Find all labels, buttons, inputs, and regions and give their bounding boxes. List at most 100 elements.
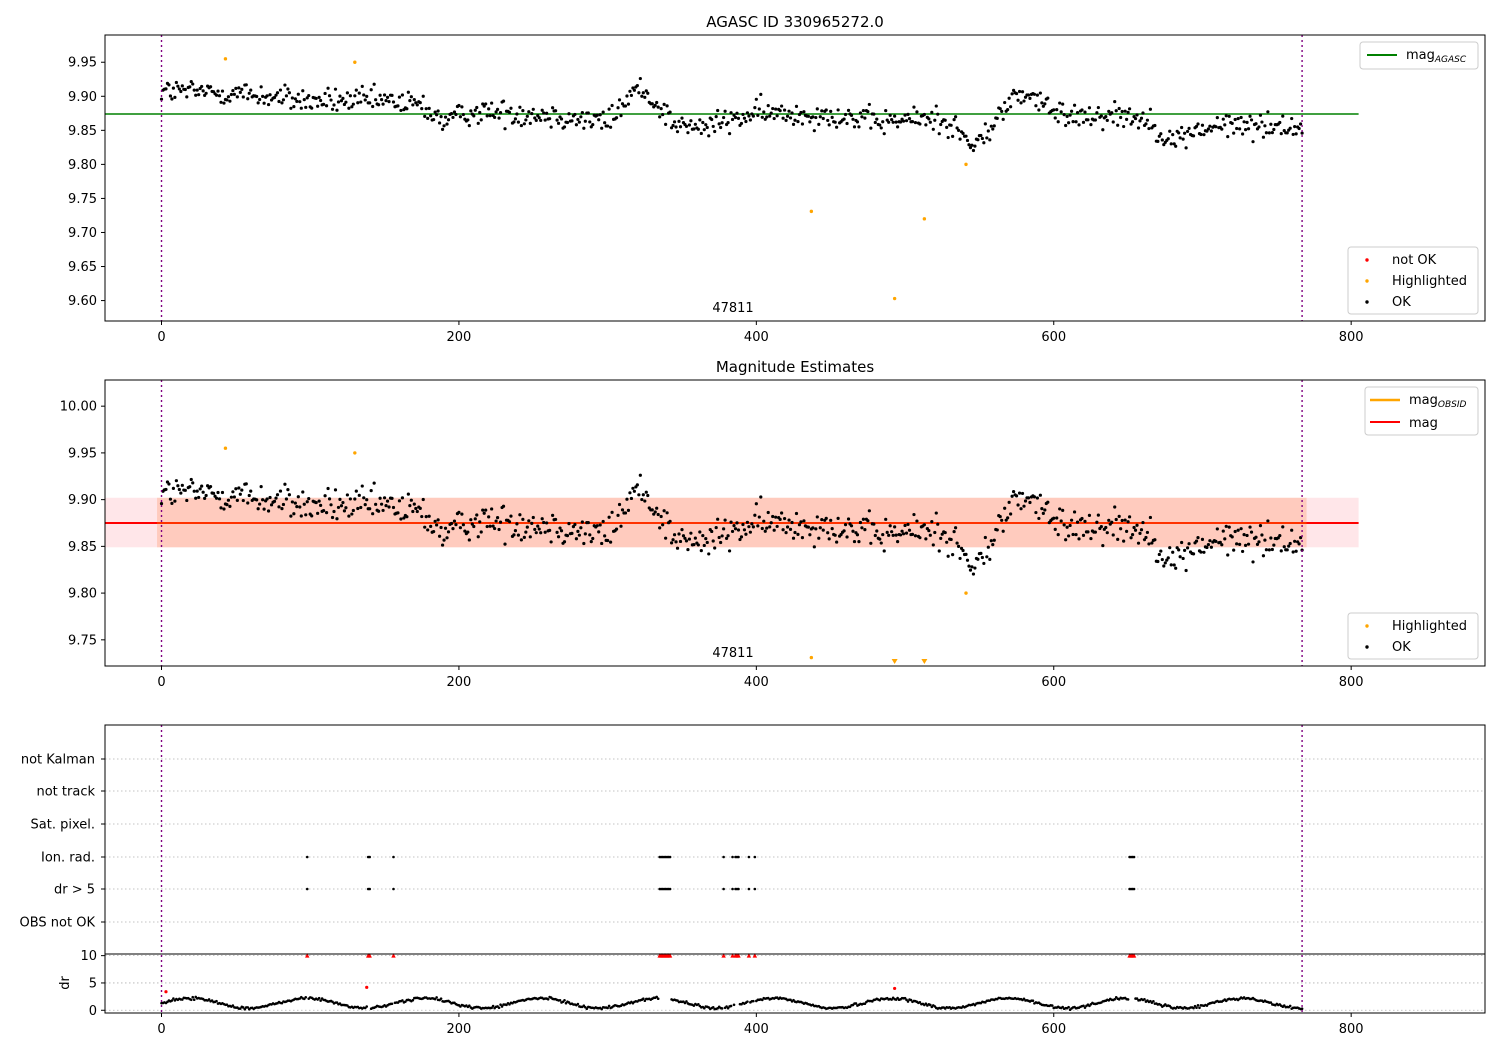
- ok-point: [467, 538, 471, 542]
- panel2-line-legend: magOBSID mag: [1364, 386, 1479, 436]
- ok-point: [283, 482, 287, 486]
- dr-point: [697, 1002, 700, 1006]
- ok-point: [436, 109, 440, 113]
- ok-point: [304, 105, 308, 109]
- highlighted-point: [223, 446, 228, 450]
- ok-point: [1038, 91, 1042, 95]
- ok-point: [1199, 550, 1203, 554]
- ok-point: [1022, 99, 1026, 103]
- dr-point: [1195, 1006, 1198, 1010]
- dr-point: [1300, 1007, 1304, 1010]
- ok-point: [818, 526, 822, 530]
- ok-point: [490, 101, 494, 105]
- ok-point: [342, 102, 347, 107]
- ok-point: [412, 97, 416, 102]
- ok-point: [1220, 543, 1224, 547]
- ok-point: [961, 131, 965, 135]
- ok-point: [1221, 529, 1225, 533]
- ok-point: [894, 120, 898, 124]
- ok-point: [540, 108, 544, 112]
- ok-point: [591, 123, 595, 127]
- ok-point: [1034, 510, 1038, 515]
- ok-point: [1235, 126, 1239, 131]
- ok-point: [258, 97, 262, 102]
- ok-point: [903, 523, 907, 528]
- ok-point: [1177, 548, 1181, 552]
- ok-point: [788, 116, 793, 120]
- ok-point: [1083, 519, 1087, 523]
- ok-point: [1293, 125, 1297, 129]
- ok-point: [863, 528, 867, 532]
- ok-point: [727, 549, 732, 553]
- ok-point: [164, 487, 168, 492]
- panel1-line-legend: magAGASC: [1359, 41, 1479, 70]
- ok-point: [454, 112, 458, 117]
- ok-point: [873, 120, 877, 125]
- ok-point: [751, 114, 755, 118]
- ok-point: [1230, 535, 1234, 539]
- ok-point: [359, 505, 363, 510]
- ok-point: [384, 99, 388, 103]
- dr-not-ok-point: [893, 986, 897, 991]
- ok-point: [1214, 125, 1218, 129]
- ok-point: [1111, 533, 1115, 537]
- ok-point: [1117, 106, 1121, 111]
- ok-point: [600, 126, 604, 130]
- flag-point: [368, 855, 371, 859]
- dr-point: [207, 998, 211, 1001]
- ok-point: [195, 88, 199, 92]
- ok-point: [332, 103, 336, 107]
- ok-point: [898, 120, 903, 124]
- ok-point: [323, 91, 327, 96]
- ok-point: [745, 111, 750, 115]
- ok-point: [910, 120, 915, 124]
- ok-point: [824, 516, 828, 520]
- ok-point: [415, 509, 419, 514]
- ok-point: [408, 503, 412, 508]
- ok-point: [1147, 126, 1151, 131]
- ok-point: [714, 525, 718, 530]
- ok-point: [396, 511, 400, 515]
- ok-point: [310, 514, 314, 518]
- ok-point: [922, 112, 926, 117]
- flag-point: [368, 887, 371, 891]
- ok-point: [463, 529, 467, 533]
- ok-point: [732, 524, 736, 528]
- ok-point: [305, 96, 309, 100]
- legend-ok-label: OK: [1392, 295, 1411, 310]
- ok-point: [266, 509, 271, 513]
- ok-point: [235, 498, 239, 502]
- ok-point: [385, 499, 390, 503]
- ok-point: [820, 109, 824, 113]
- ok-point: [1272, 127, 1276, 132]
- ok-point: [1017, 89, 1022, 94]
- legend-highlighted-marker: [1365, 279, 1369, 283]
- ok-point: [967, 143, 971, 147]
- ok-point: [772, 528, 776, 532]
- flag-row-label: OBS not OK: [20, 916, 96, 931]
- y-tick-label: 9.60: [68, 294, 97, 309]
- dr-point: [1061, 1005, 1064, 1009]
- ok-point: [723, 109, 727, 113]
- ok-point: [683, 536, 687, 540]
- ok-point: [461, 523, 465, 527]
- ok-point: [811, 115, 815, 119]
- panel2-plot-area: [105, 380, 1359, 666]
- ok-point: [704, 123, 708, 127]
- ok-point: [553, 517, 558, 522]
- ok-point: [478, 520, 482, 524]
- ok-point: [757, 107, 761, 111]
- ok-point: [411, 103, 415, 107]
- ok-point: [1221, 117, 1225, 121]
- ok-point: [817, 536, 821, 540]
- ok-point: [802, 110, 806, 114]
- ok-point: [668, 519, 672, 523]
- ok-point: [717, 122, 721, 126]
- ok-point: [272, 95, 277, 100]
- ok-point: [625, 94, 629, 98]
- x-tick-label: 0: [157, 675, 165, 690]
- ok-point: [900, 529, 904, 533]
- ok-point: [1067, 121, 1071, 125]
- ok-point: [965, 138, 970, 143]
